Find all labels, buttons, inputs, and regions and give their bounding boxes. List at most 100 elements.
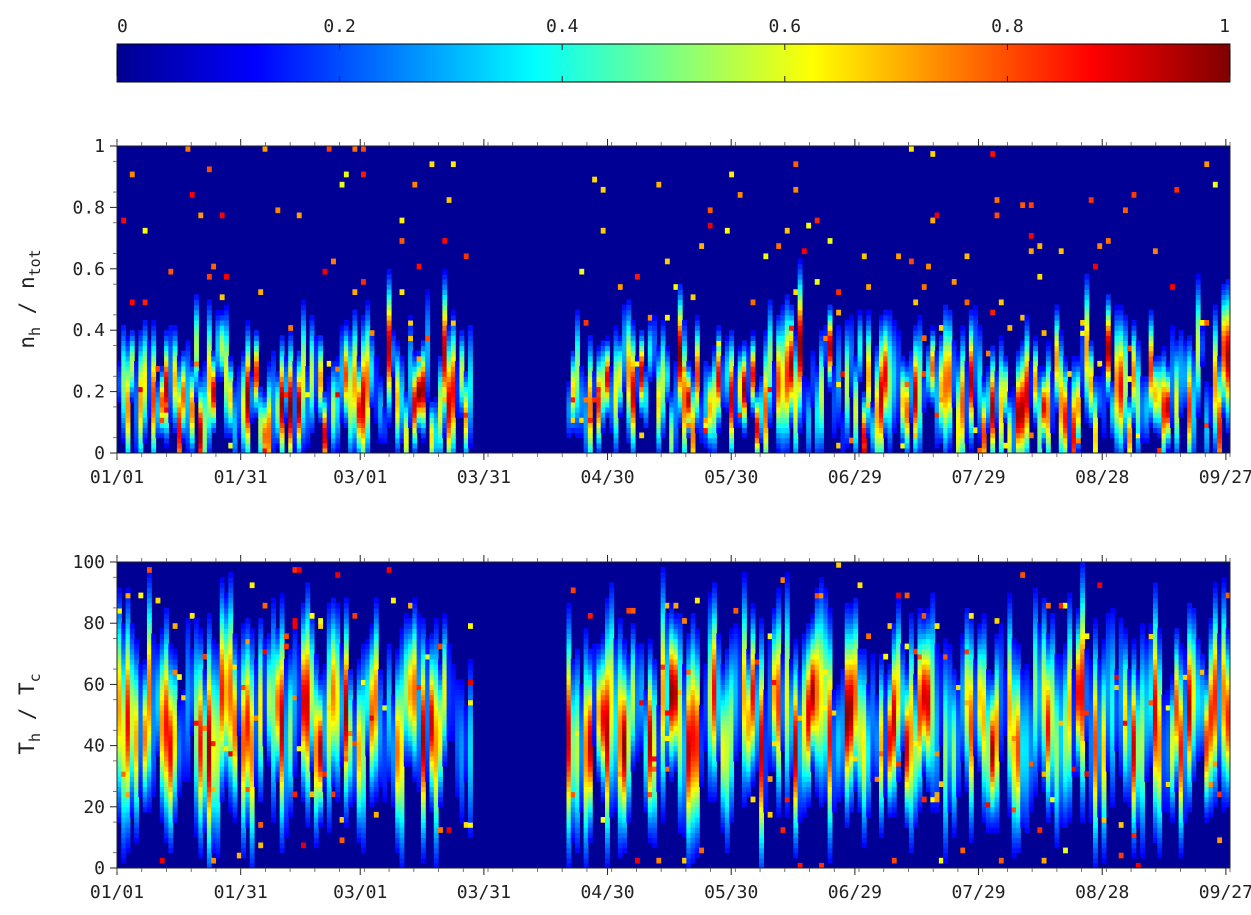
heatmap-cell [853, 366, 859, 372]
heatmap-cell [395, 350, 401, 357]
heatmap-cell [125, 618, 131, 624]
heatmap-cell [771, 366, 777, 372]
heatmap-cell [1093, 396, 1098, 403]
heatmap-cell [125, 381, 131, 388]
heatmap-cell [844, 412, 850, 418]
heatmap-cell [1225, 335, 1230, 342]
heatmap-cell [759, 396, 764, 403]
heatmap-cell [1161, 401, 1167, 408]
heatmap-cell [964, 376, 970, 382]
heatmap-cell [874, 406, 880, 413]
heatmap-cell [596, 422, 602, 429]
heatmap-cell [767, 350, 773, 357]
heatmap-cell [378, 381, 384, 388]
heatmap-cell [395, 427, 401, 434]
heatmap-cell [707, 447, 713, 453]
heatmap-cell [318, 396, 324, 403]
heatmap-cell [605, 376, 610, 382]
heatmap-cell [258, 396, 264, 403]
heatmap-cell [1063, 386, 1068, 393]
heatmap-cell [660, 427, 666, 434]
heatmap-cell [1045, 360, 1051, 367]
heatmap-cell [1140, 432, 1145, 439]
heatmap-cell [198, 401, 204, 408]
heatmap-cell [339, 396, 345, 403]
heatmap-cell [125, 750, 131, 757]
heatmap-cell [712, 386, 717, 393]
heatmap-cell [960, 386, 966, 393]
heatmap-cell [861, 396, 867, 403]
heatmap-cell [365, 422, 371, 429]
heatmap-cell [245, 325, 251, 331]
heatmap-cell [767, 304, 773, 311]
heatmap-cell [1135, 396, 1141, 403]
heatmap-cell [373, 391, 379, 398]
heatmap-cell [878, 371, 884, 377]
heatmap-cell [292, 412, 298, 418]
heatmap-cell [716, 355, 722, 362]
heatmap-cell [1071, 417, 1077, 423]
heatmap-cell [403, 447, 409, 453]
heatmap-cell [793, 432, 799, 439]
heatmap-cell [656, 406, 662, 413]
heatmap-cell [917, 355, 923, 362]
heatmap-cell [819, 412, 824, 418]
heatmap-cell [1221, 304, 1227, 311]
heatmap-cell [617, 371, 623, 377]
heatmap-cell [1114, 417, 1120, 423]
heatmap-cell [253, 396, 259, 403]
heatmap-cell [211, 355, 217, 362]
heatmap-cell [917, 350, 923, 357]
heatmap-cell [253, 335, 259, 342]
heatmap-cell [699, 432, 705, 439]
heatmap-cell [1003, 442, 1008, 449]
heatmap-cell [305, 412, 311, 418]
heatmap-cell [1217, 386, 1223, 393]
heatmap-cell [1020, 366, 1026, 372]
heatmap-cell [125, 842, 131, 849]
heatmap-cell [716, 386, 722, 393]
heatmap-cell [1080, 366, 1086, 372]
heatmap-cell [887, 447, 893, 453]
heatmap-cell [690, 442, 696, 449]
heatmap-cell [964, 386, 970, 393]
heatmap-cell [857, 319, 863, 326]
heatmap-cell [129, 674, 135, 680]
heatmap-cell [1114, 386, 1120, 393]
heatmap-cell [416, 376, 422, 382]
heatmap-cell [613, 442, 619, 449]
heatmap-cell [686, 432, 692, 439]
heatmap-cell [729, 412, 735, 418]
heatmap-cell [339, 376, 345, 382]
heatmap-cell [356, 437, 362, 444]
heatmap-cell [968, 391, 974, 398]
heatmap-cell [1161, 355, 1167, 362]
heatmap-cell [151, 406, 157, 413]
heatmap-cell [703, 437, 709, 444]
heatmap-cell [1204, 401, 1210, 408]
heatmap-cell [759, 386, 764, 393]
heatmap-cell [763, 330, 769, 336]
heatmap-cell [425, 325, 431, 331]
heatmap-cell [977, 340, 983, 347]
heatmap-cell [395, 391, 401, 398]
heatmap-cell [780, 381, 786, 388]
heatmap-cell [1122, 319, 1128, 326]
heatmap-cell [1148, 376, 1154, 382]
heatmap-cell [664, 371, 670, 377]
heatmap-cell [442, 268, 448, 275]
heatmap-cell [1028, 366, 1034, 372]
heatmap-cell [579, 268, 585, 275]
heatmap-cell [236, 371, 242, 377]
heatmap-cell [1148, 309, 1154, 316]
heatmap-cell [968, 371, 974, 377]
heatmap-cell [1122, 340, 1128, 347]
heatmap-cell [1011, 427, 1017, 434]
heatmap-cell [129, 760, 135, 767]
heatmap-cell [331, 391, 336, 398]
heatmap-cell [236, 391, 242, 398]
heatmap-cell [1182, 350, 1188, 357]
heatmap-cell [647, 345, 653, 352]
heatmap-cell [990, 151, 996, 157]
heatmap-cell [219, 309, 225, 316]
